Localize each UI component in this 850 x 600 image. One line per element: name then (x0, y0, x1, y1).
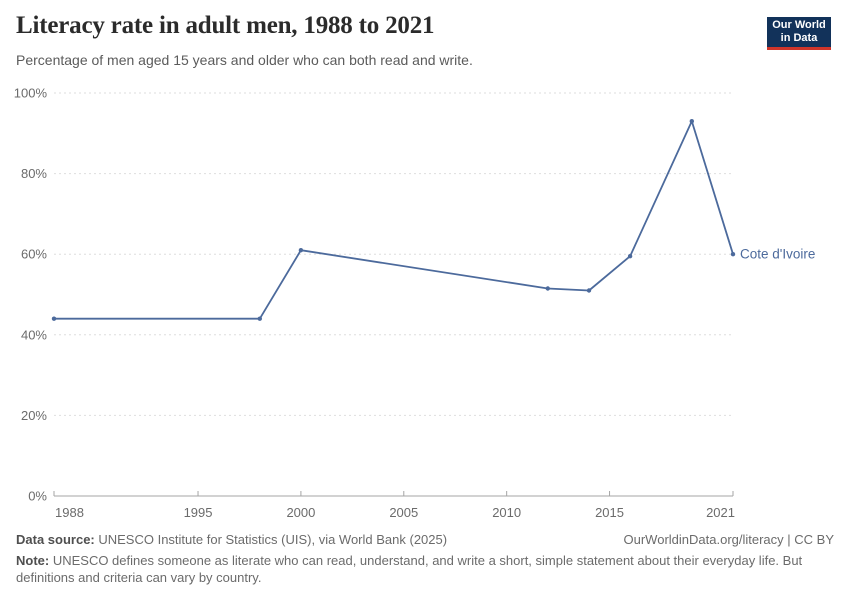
x-axis-tick-label: 2000 (286, 505, 315, 520)
chart-title: Literacy rate in adult men, 1988 to 2021 (16, 12, 435, 39)
entity-label[interactable]: Cote d'Ivoire (740, 247, 815, 262)
x-axis-tick-label: 2005 (389, 505, 418, 520)
note-line: Note: UNESCO defines someone as literate… (16, 552, 828, 586)
x-axis-tick-label: 1995 (184, 505, 213, 520)
data-source-text: UNESCO Institute for Statistics (UIS), v… (94, 532, 448, 547)
y-axis-tick-label: 40% (21, 327, 47, 342)
owid-logo-line2: in Data (780, 32, 818, 44)
data-point[interactable] (689, 119, 694, 124)
data-line[interactable] (54, 120, 734, 320)
x-axis-tick-label: 2021 (706, 505, 735, 520)
y-axis-tick-label: 20% (21, 408, 47, 423)
line-chart-plot[interactable]: 0% 20% 40% 60% 80% 100% 1988 1995 2000 2005 2010 20… (0, 0, 850, 530)
y-axis-tick-label: 100% (14, 86, 48, 101)
note-label: Note: (16, 553, 50, 569)
owid-license-link[interactable]: OurWorldinData.org/literacy | CC BY (623, 532, 834, 547)
y-axis-tick-label: 80% (21, 166, 47, 181)
y-axis-tick-label: 60% (21, 247, 47, 262)
data-point[interactable] (51, 316, 57, 321)
owid-logo[interactable]: Our World in Data (767, 17, 831, 50)
data-point[interactable] (586, 288, 592, 293)
y-axis-tick-label: 0% (28, 489, 47, 504)
data-source-line: Data source: UNESCO Institute for Statis… (16, 531, 447, 548)
chart-subtitle: Percentage of men aged 15 years and olde… (16, 52, 473, 68)
note-text: UNESCO defines someone as literate who c… (16, 553, 803, 586)
x-axis-tick-label: 1988 (55, 505, 84, 520)
owid-logo-line1: Our World (772, 19, 826, 31)
data-point[interactable] (627, 254, 633, 259)
chart-footer: Data source: UNESCO Institute for Statis… (16, 531, 834, 586)
data-point[interactable] (298, 248, 304, 253)
x-axis-tick-label: 2010 (492, 505, 521, 520)
data-point[interactable] (730, 252, 736, 257)
data-point[interactable] (545, 286, 550, 291)
data-source-label: Data source: (16, 532, 95, 547)
data-point[interactable] (257, 316, 262, 321)
x-axis-tick-label: 2015 (595, 505, 624, 520)
